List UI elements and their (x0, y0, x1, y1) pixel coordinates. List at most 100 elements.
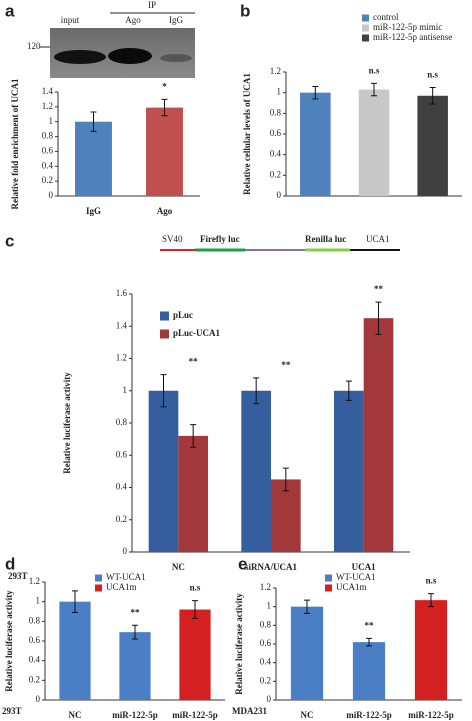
ip-label: IP (148, 0, 156, 10)
panel-letter: b (240, 1, 250, 20)
x-tick-label: miR-122-5p (346, 710, 392, 720)
error-bar (160, 374, 167, 408)
y-tick-label: 0 (267, 694, 272, 704)
legend-label: pLuc-UCA1 (173, 328, 221, 338)
legend-label: WT-UCA1 (106, 572, 146, 582)
annotation: n.s (190, 583, 201, 593)
legend-swatch (362, 24, 369, 32)
y-tick-label: 1.4 (116, 320, 128, 330)
annotation: ** (189, 357, 199, 367)
bar (363, 318, 394, 552)
bar (414, 600, 448, 700)
bar (59, 601, 91, 700)
legend-label: UCA1m (106, 582, 137, 592)
legend-swatch (95, 574, 102, 582)
error-bar (428, 593, 434, 608)
y-tick-label: 1 (123, 385, 128, 395)
legend-swatch (160, 311, 169, 321)
y-tick-label: 0 (123, 546, 128, 556)
y-tick-label: 1.4 (42, 86, 54, 96)
y-tick-label: 0 (36, 694, 41, 704)
y-tick-label: 1 (267, 601, 272, 611)
y-tick-label: 1.2 (260, 582, 271, 592)
construct: SV40 Firefly luc Renilla luc UCA1 (160, 234, 400, 252)
y-tick-label: 0.4 (116, 482, 128, 492)
y-tick-label: 0 (49, 190, 54, 200)
y-tick-label: 1.2 (116, 353, 127, 363)
construct-label: Firefly luc (200, 234, 240, 244)
error-bar (304, 599, 310, 614)
annotation: n.s (427, 70, 438, 80)
legend-swatch (325, 574, 332, 582)
lane-label: IgG (169, 15, 183, 25)
bar (119, 632, 151, 700)
y-tick-label: 1 (36, 596, 41, 606)
y-tick-label: 0.2 (116, 514, 127, 524)
legend-label: pLuc (173, 310, 193, 320)
error-bar (375, 301, 382, 335)
x-tick-label: NC (69, 710, 82, 720)
error-bar (282, 467, 289, 492)
legend-swatch (362, 14, 369, 22)
y-tick-label: 1 (277, 87, 282, 97)
cell-line-label: MDA231 (232, 706, 267, 716)
error-bar (90, 111, 97, 132)
legend-label: control (373, 12, 399, 22)
annotation: ** (131, 607, 141, 617)
annotation: * (162, 81, 167, 91)
y-tick-label: 0.4 (42, 160, 54, 170)
lane-label: input (61, 15, 80, 25)
bar (300, 92, 331, 196)
y-tick-label: 1.2 (270, 66, 281, 76)
x-tick-label: siRNA/UCA1 (245, 562, 298, 572)
y-tick-label: 0.4 (29, 655, 41, 665)
bar (179, 609, 211, 700)
bar (417, 95, 448, 196)
x-tick-label: miR-122-5p (172, 710, 218, 720)
y-tick-label: 0.6 (260, 638, 272, 648)
x-tick-label: UCA1 (352, 562, 376, 572)
error-bar (366, 637, 372, 647)
y-tick-label: 0 (277, 190, 282, 200)
bar (334, 390, 364, 552)
y-tick-label: 0.8 (116, 417, 128, 427)
error-bar (429, 87, 436, 105)
bar (290, 606, 324, 700)
error-bar (345, 380, 352, 401)
y-tick-label: 0.6 (270, 128, 282, 138)
y-tick-label: 1.6 (116, 288, 128, 298)
western-blot: IP 120 input Ago IgG a (5, 0, 195, 78)
annotation: ** (365, 620, 375, 630)
bar (75, 121, 112, 196)
y-tick-label: 0.4 (260, 657, 272, 667)
error-bar (72, 590, 78, 613)
x-tick-label: miR-122-5p (408, 710, 454, 720)
bar (358, 89, 390, 196)
bar (271, 479, 301, 552)
panel-letter: e (238, 554, 247, 573)
legend-swatch (362, 34, 369, 42)
legend-label: UCA1m (336, 582, 367, 592)
y-tick-label: 0.6 (42, 145, 54, 155)
construct-label: SV40 (162, 234, 183, 244)
error-bar (190, 424, 197, 448)
legend-label: WT-UCA1 (336, 572, 376, 582)
annotation: ** (281, 360, 291, 370)
panel-letter: d (5, 554, 15, 573)
y-tick-label: 0.8 (270, 107, 282, 117)
y-tick-label: 0.2 (260, 675, 271, 685)
cell-line-label: 293T (2, 706, 22, 716)
annotation: ** (374, 284, 384, 294)
band (108, 48, 152, 64)
x-tick-label: miR-122-5p (112, 710, 158, 720)
error-bar (371, 82, 377, 97)
panel-letter: c (5, 231, 14, 250)
legend-swatch (325, 584, 332, 592)
y-tick-label: 1.2 (29, 576, 40, 586)
y-axis-label: Relative luciferase activity (62, 372, 72, 474)
error-bar (253, 377, 260, 405)
x-tick-label: IgG (86, 206, 101, 216)
marker-label: 120 (27, 41, 41, 51)
legend-label: miR-122-5p mimic (373, 22, 442, 32)
